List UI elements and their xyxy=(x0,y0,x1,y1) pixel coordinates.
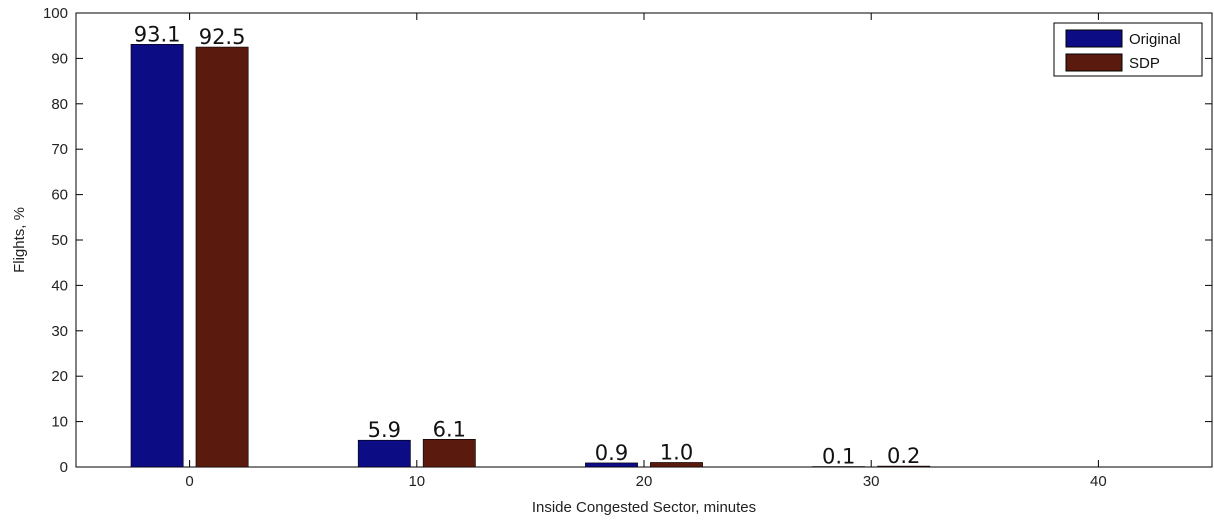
bar-original-0 xyxy=(130,44,184,468)
data-label-sdp-20: 1.0 xyxy=(660,440,693,464)
y-tick-label: 40 xyxy=(51,277,68,294)
legend-label-original: Original xyxy=(1129,31,1181,48)
x-tick-label: 30 xyxy=(863,473,880,490)
data-label-original-30: 0.1 xyxy=(822,445,855,469)
y-tick-label: 60 xyxy=(51,187,68,204)
x-tick-label: 40 xyxy=(1090,473,1107,490)
x-tick-label: 0 xyxy=(185,473,193,490)
bar-sdp-30 xyxy=(877,465,931,468)
x-tick-label: 10 xyxy=(408,473,425,490)
bar-sdp-10 xyxy=(422,439,476,468)
data-label-original-20: 0.9 xyxy=(595,441,628,465)
x-tick-label: 20 xyxy=(636,473,653,490)
data-label-original-0: 93.1 xyxy=(134,22,181,46)
y-tick-label: 10 xyxy=(51,414,68,431)
y-axis: 0 10 20 30 40 50 60 70 80 90 100 xyxy=(43,5,1212,476)
y-tick-label: 100 xyxy=(43,5,68,22)
x-axis: 0 10 20 30 40 xyxy=(185,13,1107,490)
y-axis-label: Flights, % xyxy=(11,207,28,273)
bar-sdp-0 xyxy=(195,46,249,468)
bar-sdp-20 xyxy=(650,462,703,468)
legend-swatch-sdp xyxy=(1065,53,1123,72)
legend: Original SDP xyxy=(1053,22,1203,77)
data-labels: 93.1 5.9 0.9 0.1 92.5 6.1 1.0 0.2 xyxy=(134,22,921,468)
bar-original-10 xyxy=(357,439,411,468)
y-tick-label: 90 xyxy=(51,50,68,67)
y-tick-label: 50 xyxy=(51,232,68,249)
data-label-sdp-10: 6.1 xyxy=(433,417,466,441)
bars xyxy=(130,44,931,468)
y-tick-label: 70 xyxy=(51,141,68,158)
y-tick-label: 20 xyxy=(51,368,68,385)
legend-label-sdp: SDP xyxy=(1129,55,1160,72)
y-tick-label: 80 xyxy=(51,96,68,113)
data-label-original-10: 5.9 xyxy=(368,418,401,442)
plot-area xyxy=(75,12,1213,468)
legend-swatch-original xyxy=(1065,29,1123,48)
y-tick-label: 30 xyxy=(51,323,68,340)
y-tick-label: 0 xyxy=(60,459,68,476)
bar-original-20 xyxy=(585,462,638,468)
data-label-sdp-0: 92.5 xyxy=(199,25,246,49)
x-axis-label: Inside Congested Sector, minutes xyxy=(532,499,756,516)
data-label-sdp-30: 0.2 xyxy=(887,444,920,468)
